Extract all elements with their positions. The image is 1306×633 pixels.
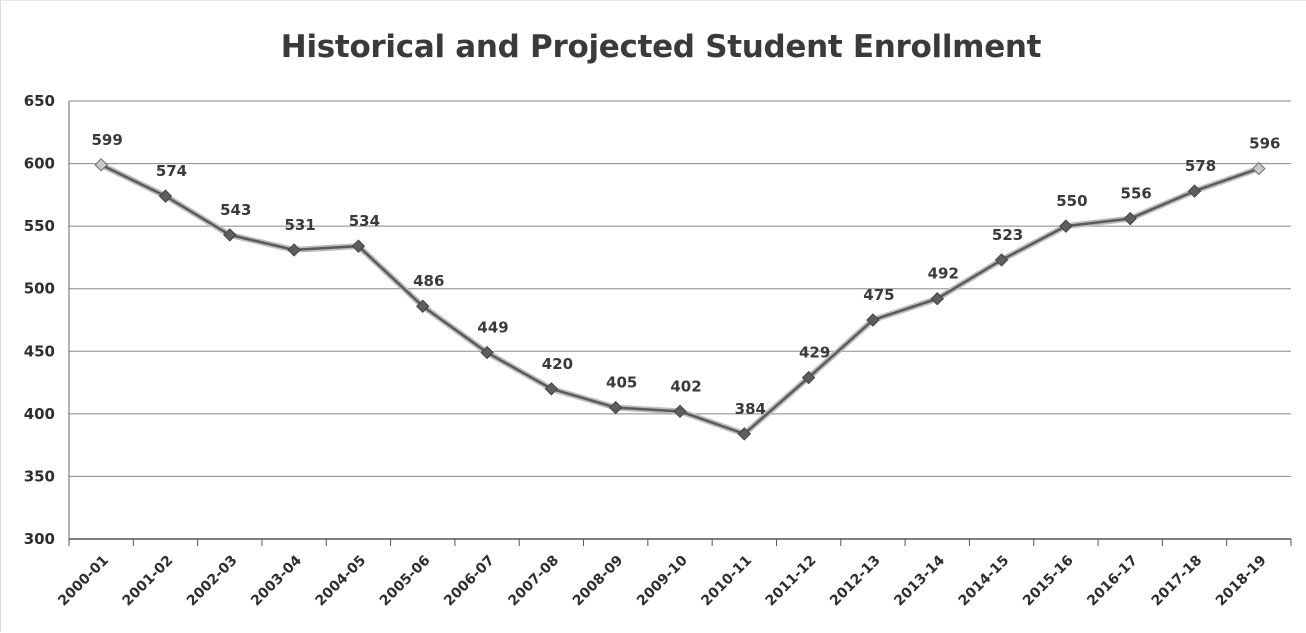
data-point-marker: [994, 253, 1009, 267]
y-tick-label: 400: [24, 405, 55, 423]
data-point-marker: [287, 243, 301, 257]
x-tick-label: 2008-09: [570, 553, 627, 610]
data-point-marker: [158, 189, 173, 203]
y-tick-label: 450: [24, 342, 55, 360]
data-point-marker: [801, 370, 816, 385]
x-tick-label: 2015-16: [1020, 553, 1077, 610]
data-label: 543: [220, 201, 251, 219]
data-label: 556: [1121, 185, 1152, 203]
chart-title: Historical and Projected Student Enrollm…: [280, 29, 1042, 65]
data-point-marker: [608, 400, 623, 415]
data-point-marker: [1252, 161, 1266, 176]
data-label: 405: [606, 374, 637, 392]
data-label: 475: [863, 286, 894, 304]
x-tick-label: 2012-13: [827, 553, 884, 610]
data-label: 429: [799, 344, 830, 362]
y-tick-label: 650: [24, 92, 55, 110]
data-label: 574: [156, 162, 187, 180]
data-point-marker: [673, 404, 687, 419]
x-tick-label: 2004-05: [312, 553, 369, 610]
x-tick-label: 2002-03: [184, 553, 241, 610]
y-tick-label: 550: [24, 217, 55, 235]
data-label: 599: [92, 131, 123, 149]
x-tick-label: 2014-15: [956, 553, 1013, 610]
data-label: 578: [1185, 157, 1216, 175]
x-tick-label: 2010-11: [698, 553, 755, 610]
data-label: 531: [284, 216, 315, 234]
data-label: 534: [349, 212, 380, 230]
x-tick-label: 2018-19: [1213, 553, 1270, 610]
x-tick-label: 2003-04: [248, 552, 305, 609]
y-tick-label: 600: [24, 155, 55, 173]
data-point-marker: [94, 158, 108, 172]
data-label: 550: [1056, 192, 1087, 210]
data-point-marker: [223, 228, 237, 242]
x-tick-label: 2011-12: [763, 553, 820, 610]
data-point-marker: [480, 345, 494, 360]
x-tick-label: 2001-02: [120, 553, 177, 610]
x-tick-label: 2013-14: [891, 552, 948, 609]
data-label: 402: [670, 377, 701, 395]
data-point-marker: [416, 299, 430, 313]
x-tick-label: 2007-08: [505, 553, 562, 610]
y-tick-label: 300: [24, 530, 55, 548]
data-label: 492: [928, 265, 959, 283]
data-label: 596: [1249, 135, 1280, 153]
data-label: 523: [992, 226, 1023, 244]
y-tick-label: 350: [24, 467, 55, 485]
data-point-marker: [351, 239, 366, 253]
data-point-marker: [1187, 184, 1202, 198]
x-tick-label: 2009-10: [634, 552, 691, 609]
x-tick-label: 2017-18: [1149, 553, 1206, 610]
data-point-marker: [1123, 211, 1137, 226]
y-tick-label: 500: [24, 280, 55, 298]
data-label: 486: [413, 272, 444, 290]
x-tick-label: 2006-07: [441, 553, 498, 610]
data-point-marker: [1059, 219, 1073, 233]
x-tick-label: 2016-17: [1084, 553, 1141, 610]
data-point-marker: [544, 382, 559, 396]
x-tick-label: 2005-06: [377, 553, 434, 610]
data-label: 449: [477, 319, 508, 337]
x-tick-label: 2000-01: [55, 553, 112, 610]
data-label: 420: [542, 355, 573, 373]
data-label: 384: [735, 400, 766, 418]
data-point-marker: [866, 313, 880, 327]
data-point-marker: [737, 427, 752, 441]
data-point-marker: [930, 292, 944, 306]
